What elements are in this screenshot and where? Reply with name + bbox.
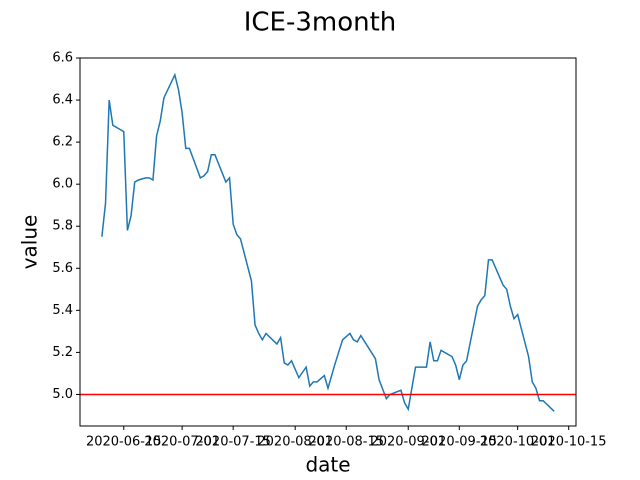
x-tick-label: 2020-07-01 — [144, 435, 220, 450]
x-axis-label: date — [305, 453, 350, 477]
y-tick-label: 6.0 — [52, 177, 73, 192]
y-tick-label: 5.6 — [52, 261, 73, 276]
y-tick-label: 5.0 — [52, 387, 73, 402]
y-tick-label: 5.2 — [52, 345, 73, 360]
x-tick-label: 2020-10-15 — [531, 435, 607, 450]
line — [101, 72, 555, 412]
x-tick-label: 2020-06-15 — [86, 435, 162, 450]
y-tick-label: 6.4 — [52, 93, 73, 108]
y-tick-label: 5.8 — [52, 219, 73, 234]
plot-frame — [79, 57, 577, 427]
x-tick-label: 2020-10-01 — [480, 435, 556, 450]
x-tick-label: 2020-09-01 — [370, 435, 446, 450]
x-tick-label: 2020-08-15 — [308, 435, 384, 450]
x-tick-label: 2020-09-15 — [422, 435, 498, 450]
y-tick-label: 6.2 — [52, 135, 73, 150]
y-tick-label: 5.4 — [52, 303, 73, 318]
y-axis-label: value — [18, 215, 42, 270]
x-tick-label: 2020-08-01 — [257, 435, 333, 450]
chart-title: ICE-3month — [244, 8, 397, 38]
y-tick-label: 6.6 — [52, 51, 73, 66]
x-tick-label: 2020-07-15 — [195, 435, 271, 450]
